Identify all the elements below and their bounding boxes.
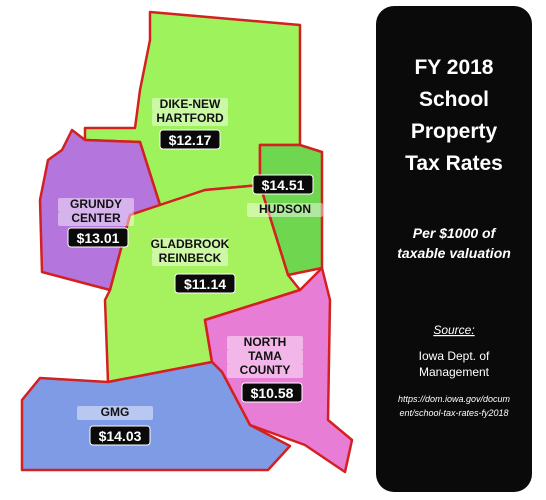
source-url: https://dom.iowa.gov/docum — [398, 394, 511, 404]
source-text: Iowa Dept. of — [419, 349, 490, 363]
district-name: DIKE-NEW — [160, 97, 221, 111]
district-name: CENTER — [71, 211, 121, 225]
source-text: Management — [419, 365, 490, 379]
rate-box — [67, 227, 129, 248]
district-rate: $12.17 — [169, 132, 212, 148]
district-name: TAMA — [248, 349, 282, 363]
rate-box — [252, 174, 314, 195]
name-halo — [227, 364, 303, 378]
name-halo — [58, 212, 134, 226]
district-rate: $11.14 — [184, 276, 226, 292]
name-halo — [152, 112, 228, 126]
rate-box — [241, 382, 303, 403]
district-name: GMG — [101, 405, 130, 419]
district-name: NORTH — [244, 335, 287, 349]
district-name: COUNTY — [240, 363, 291, 377]
source-url: ent/school-tax-rates-fy2018 — [399, 408, 508, 418]
panel-subtitle: Per $1000 of — [413, 225, 497, 241]
district-name: HARTFORD — [156, 111, 224, 125]
name-halo — [58, 198, 134, 212]
name-halo — [227, 336, 303, 350]
panel-title: Property — [411, 120, 498, 143]
rate-box — [89, 425, 151, 446]
name-halo — [227, 350, 303, 364]
panel-title: Tax Rates — [405, 152, 503, 175]
info-panel — [376, 6, 532, 492]
district-name: REINBECK — [159, 251, 222, 265]
name-halo — [77, 406, 153, 420]
district-rate: $10.58 — [251, 385, 294, 401]
district-name: GRUNDY — [70, 197, 122, 211]
source-heading: Source: — [433, 323, 474, 337]
district-name: GLADBROOK — [151, 237, 230, 251]
district-rate: $14.03 — [99, 428, 142, 444]
rate-box — [159, 129, 221, 150]
panel-title: School — [419, 88, 489, 111]
name-halo — [247, 203, 323, 217]
district-name: HUDSON — [259, 202, 311, 216]
district-rate: $14.51 — [262, 177, 305, 193]
district-gmg — [20, 360, 292, 472]
name-halo — [152, 98, 228, 112]
district-rate: $13.01 — [77, 230, 120, 246]
panel-title: FY 2018 — [414, 56, 493, 79]
panel-subtitle: taxable valuation — [397, 245, 511, 261]
name-halo — [152, 252, 228, 266]
rate-box — [174, 273, 236, 294]
name-halo — [152, 238, 228, 252]
